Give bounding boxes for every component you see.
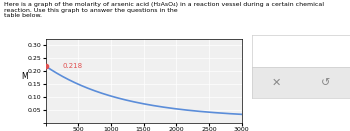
- Text: Here is a graph of the molarity of arsenic acid (H₂AsO₄) in a reaction vessel du: Here is a graph of the molarity of arsen…: [4, 2, 323, 18]
- Text: ✕: ✕: [272, 78, 281, 88]
- Text: 0.218: 0.218: [62, 63, 82, 69]
- Bar: [252, 35, 350, 67]
- Y-axis label: M: M: [21, 72, 28, 81]
- Text: ↺: ↺: [321, 78, 330, 88]
